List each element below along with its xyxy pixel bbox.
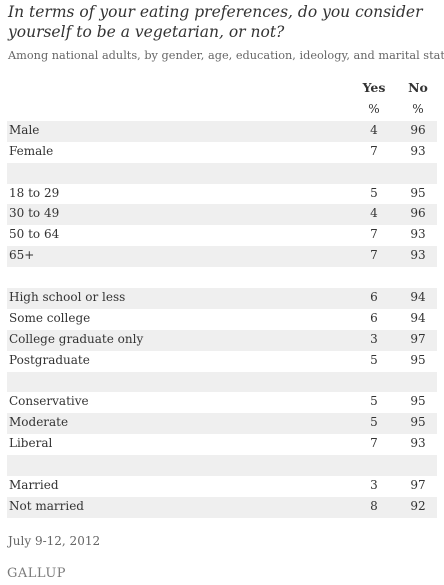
row-label: Some college xyxy=(9,310,91,325)
yes-value: 4 xyxy=(370,122,378,137)
table-row: Male 4 96 xyxy=(7,120,437,142)
yes-value: 3 xyxy=(370,331,378,346)
row-label: 65+ xyxy=(9,248,35,263)
table-row: 30 to 49 4 96 xyxy=(7,204,437,226)
table-row: Conservative 5 95 xyxy=(7,392,437,413)
yes-value: 3 xyxy=(370,478,378,493)
table-row: 18 to 29 5 95 xyxy=(7,184,437,205)
no-value: 94 xyxy=(410,290,426,305)
yes-value: 6 xyxy=(370,290,378,305)
yes-value: 4 xyxy=(370,206,378,221)
table-row: Moderate 5 95 xyxy=(7,413,437,435)
yes-value: 5 xyxy=(370,185,378,200)
table-row: High school or less 6 94 xyxy=(7,288,437,309)
spacer-row xyxy=(7,267,437,288)
spacer-row xyxy=(7,162,437,184)
no-value: 97 xyxy=(410,478,426,493)
table-row: Female 7 93 xyxy=(7,142,437,163)
results-table: %% Male 4 96 Female 7 93 18 to 29 5 95 30 to 49 4 96… xyxy=(7,100,437,518)
no-value: 92 xyxy=(410,498,426,513)
no-value: 93 xyxy=(410,436,426,451)
column-header-yes: Yes xyxy=(362,80,386,95)
yes-value: 8 xyxy=(370,498,378,513)
yes-value: 6 xyxy=(370,310,378,325)
chart-title: In terms of your eating preferences, do … xyxy=(8,3,423,41)
table-row: Liberal 7 93 xyxy=(7,434,437,455)
row-label: Not married xyxy=(9,498,84,513)
no-value: % xyxy=(412,102,424,116)
row-label: High school or less xyxy=(9,290,126,305)
yes-value: % xyxy=(368,102,380,116)
row-label: College graduate only xyxy=(9,331,144,346)
no-value: 95 xyxy=(410,394,426,409)
spacer-row xyxy=(7,371,437,393)
yes-value: 5 xyxy=(370,415,378,430)
row-label: Postgraduate xyxy=(9,352,90,367)
no-value: 96 xyxy=(410,206,426,221)
table-row: Married 3 97 xyxy=(7,476,437,497)
yes-value: 7 xyxy=(370,227,378,242)
yes-value: 5 xyxy=(370,352,378,367)
yes-value: 7 xyxy=(370,248,378,263)
table-row: Not married 8 92 xyxy=(7,496,437,518)
no-value: 96 xyxy=(410,122,426,137)
no-value: 95 xyxy=(410,185,426,200)
gallup-logo: GALLUP xyxy=(7,566,67,581)
no-value: 93 xyxy=(410,143,426,158)
table-row: College graduate only 3 97 xyxy=(7,329,437,351)
column-header-no: No xyxy=(408,80,428,95)
no-value: 94 xyxy=(410,310,426,325)
row-label: 18 to 29 xyxy=(9,185,60,200)
table-row: 50 to 64 7 93 xyxy=(7,225,437,246)
no-value: 97 xyxy=(410,331,426,346)
no-value: 95 xyxy=(410,352,426,367)
yes-value: 5 xyxy=(370,394,378,409)
row-label: Moderate xyxy=(9,415,69,430)
row-label: Male xyxy=(9,122,40,137)
row-label: 50 to 64 xyxy=(9,227,60,242)
survey-date: July 9-12, 2012 xyxy=(8,534,101,548)
yes-value: 7 xyxy=(370,436,378,451)
no-value: 93 xyxy=(410,248,426,263)
row-label: Female xyxy=(9,143,54,158)
no-value: 93 xyxy=(410,227,426,242)
table-row: 65+ 7 93 xyxy=(7,246,437,268)
row-label: Liberal xyxy=(9,436,53,451)
unit-row: %% xyxy=(7,100,437,121)
row-label: Conservative xyxy=(9,394,89,409)
no-value: 95 xyxy=(410,415,426,430)
spacer-row xyxy=(7,455,437,477)
table-row: Postgraduate 5 95 xyxy=(7,351,437,372)
chart-subtitle: Among national adults, by gender, age, e… xyxy=(8,49,444,62)
row-label: Married xyxy=(9,478,59,493)
yes-value: 7 xyxy=(370,143,378,158)
row-label: 30 to 49 xyxy=(9,206,60,221)
table-row: Some college 6 94 xyxy=(7,309,437,330)
